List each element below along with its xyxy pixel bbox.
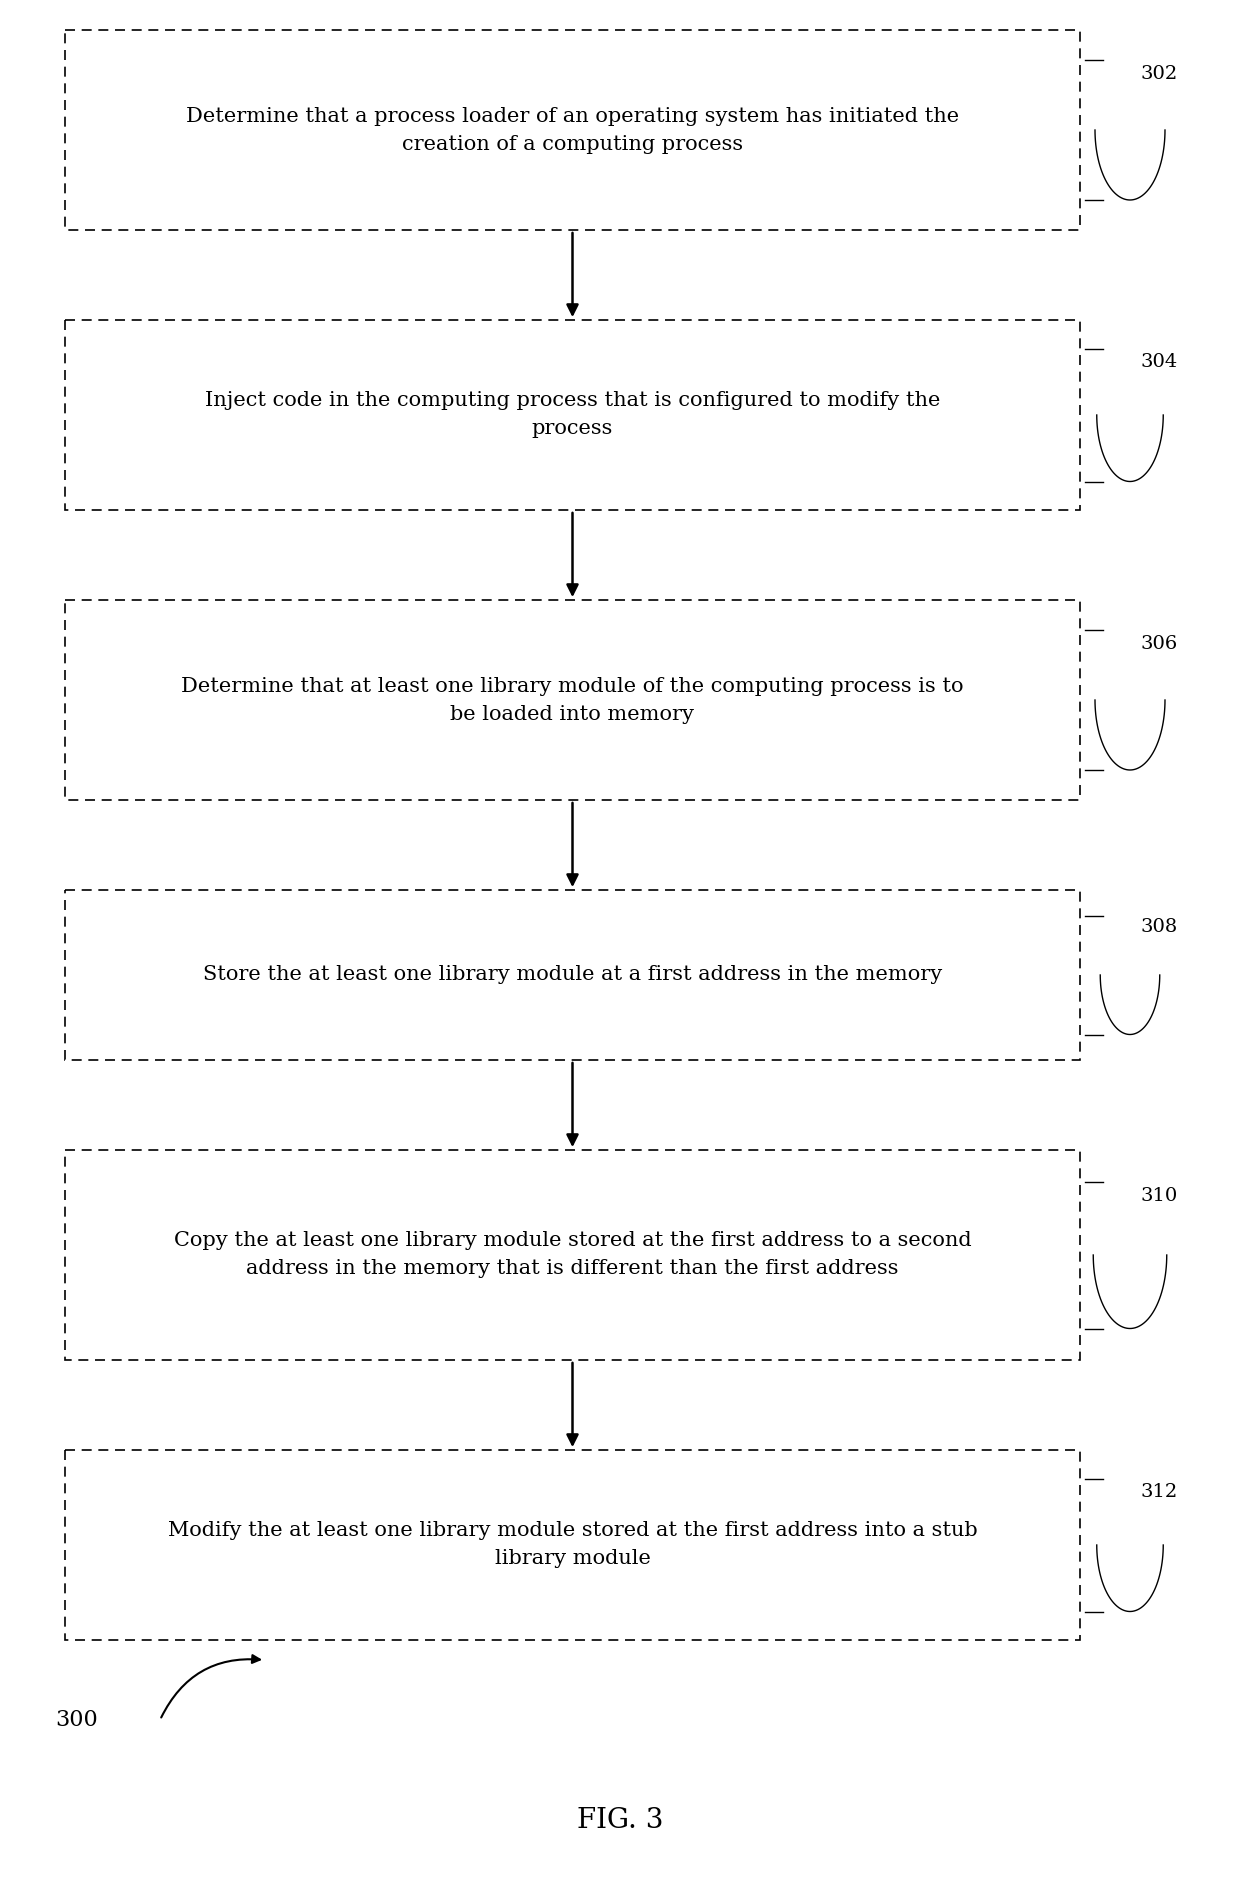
Text: Store the at least one library module at a first address in the memory: Store the at least one library module at… [203, 965, 942, 985]
Text: FIG. 3: FIG. 3 [577, 1807, 663, 1833]
Text: 310: 310 [1140, 1187, 1177, 1206]
Text: Determine that at least one library module of the computing process is to
be loa: Determine that at least one library modu… [181, 676, 963, 723]
Text: 308: 308 [1140, 918, 1177, 936]
Text: 300: 300 [55, 1709, 98, 1731]
Bar [64, 1451, 1080, 1639]
Text: 302: 302 [1140, 66, 1177, 83]
Bar [64, 1149, 1080, 1360]
Text: Determine that a process loader of an operating system has initiated the
creatio: Determine that a process loader of an op… [186, 107, 959, 153]
Bar [64, 30, 1080, 230]
Bar [64, 599, 1080, 801]
Bar [64, 320, 1080, 511]
Text: Inject code in the computing process that is configured to modify the
process: Inject code in the computing process tha… [205, 392, 940, 439]
Text: Copy the at least one library module stored at the first address to a second
add: Copy the at least one library module sto… [174, 1232, 971, 1279]
Text: Modify the at least one library module stored at the first address into a stub
l: Modify the at least one library module s… [167, 1522, 977, 1569]
Text: 306: 306 [1140, 635, 1177, 654]
Text: 304: 304 [1140, 352, 1177, 371]
Bar [64, 889, 1080, 1061]
Text: 312: 312 [1140, 1483, 1177, 1502]
